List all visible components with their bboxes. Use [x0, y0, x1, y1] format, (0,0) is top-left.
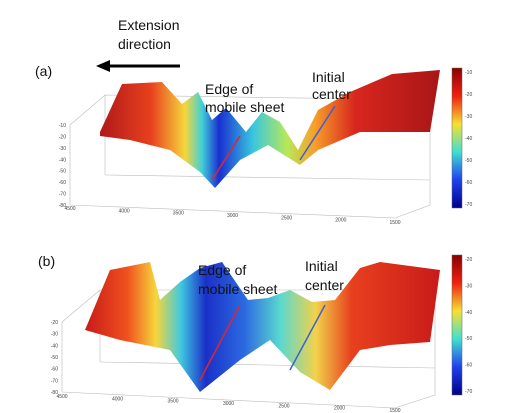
panel-label: (a) — [35, 63, 52, 79]
x-tick-label: 3000 — [223, 401, 234, 407]
center-line-b — [289, 304, 326, 371]
x-tick-label: 4500 — [56, 394, 67, 400]
z-tick-label: -70 — [51, 378, 58, 384]
z-tick-label: -60 — [59, 180, 66, 186]
axes-box-b — [61, 289, 436, 409]
x-tick-label: 1500 — [389, 408, 400, 413]
edge-label: mobile sheet — [205, 99, 284, 115]
edge-label: mobile sheet — [198, 281, 277, 297]
x-tick-label: 3500 — [173, 211, 184, 217]
edge-label: Edge of — [205, 81, 253, 97]
z-tick-label: -80 — [51, 390, 58, 396]
colorbar-tick-label: -60 — [465, 180, 472, 186]
x-tick-label: 2500 — [278, 403, 289, 409]
z-tick-label: -30 — [51, 332, 58, 338]
colorbar-b — [451, 254, 463, 396]
surface-a — [100, 70, 440, 188]
colorbar-tick-label: -20 — [465, 257, 472, 263]
center-label: center — [305, 277, 344, 293]
colorbar-tick-label: -40 — [465, 136, 472, 142]
z-tick-label: -50 — [51, 355, 58, 361]
x-tick-label: 2500 — [281, 215, 292, 221]
panel-label: (b) — [38, 253, 55, 269]
edge-label: Edge of — [198, 262, 246, 278]
colorbar-a — [451, 67, 463, 209]
x-tick-label: 4000 — [119, 208, 130, 214]
z-tick-label: -40 — [51, 343, 58, 349]
z-tick-label: -70 — [59, 192, 66, 198]
colorbar-tick-label: -20 — [465, 92, 472, 98]
edge-line-b — [199, 304, 241, 381]
colorbar-tick-label: -50 — [465, 158, 472, 164]
extension-label: direction — [118, 36, 171, 52]
x-tick-label: 1500 — [389, 220, 400, 226]
center-label: center — [312, 86, 351, 102]
z-tick-label: -40 — [59, 157, 66, 163]
colorbar-tick-label: -30 — [465, 283, 472, 289]
colorbar-tick-label: -10 — [465, 70, 472, 76]
z-tick-label: -50 — [59, 169, 66, 175]
surface-b — [85, 262, 440, 392]
colorbar-tick-label: -40 — [465, 310, 472, 316]
z-tick-label: -20 — [51, 320, 58, 326]
x-tick-label: 3500 — [167, 399, 178, 405]
z-tick-label: -20 — [59, 134, 66, 140]
axes-box-a — [69, 94, 431, 219]
colorbar-tick-label: -30 — [465, 114, 472, 120]
x-tick-label: 3000 — [227, 213, 238, 219]
x-tick-label: 4000 — [112, 396, 123, 402]
z-tick-label: -30 — [59, 146, 66, 152]
edge-line-a — [211, 135, 241, 181]
z-tick-label: -10 — [59, 123, 66, 129]
center-label: Initial — [312, 69, 345, 85]
colorbar-tick-label: -60 — [465, 363, 472, 369]
colorbar-tick-label: -70 — [465, 202, 472, 208]
arrow-head — [96, 60, 110, 72]
x-tick-label: 2000 — [334, 406, 345, 412]
z-tick-label: -60 — [51, 367, 58, 373]
x-tick-label: 2000 — [335, 218, 346, 224]
extension-label: Extension — [118, 17, 179, 33]
z-tick-label: -80 — [59, 203, 66, 209]
center-label: Initial — [305, 258, 338, 274]
colorbar-tick-label: -70 — [465, 389, 472, 395]
colorbar-tick-label: -50 — [465, 336, 472, 342]
center-line-a — [299, 105, 336, 161]
x-tick-label: 4500 — [64, 206, 75, 212]
